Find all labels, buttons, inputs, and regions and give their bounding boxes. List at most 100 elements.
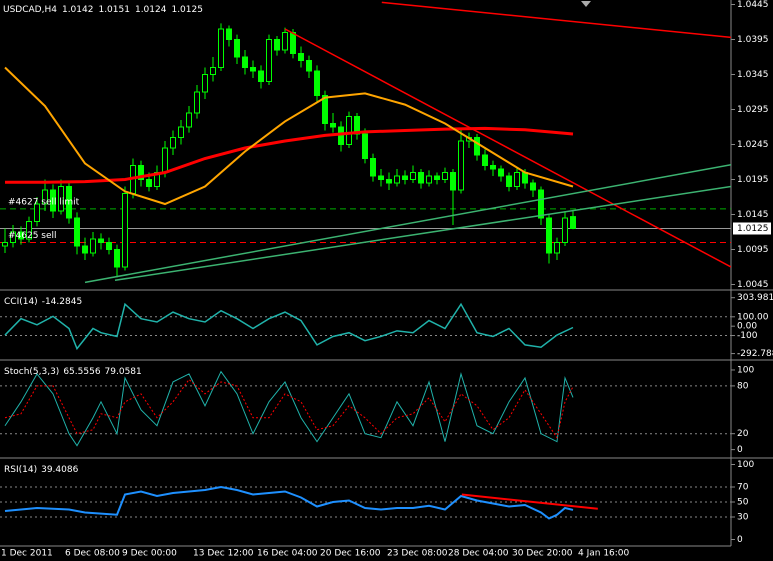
panel	[0, 485, 731, 520]
y-tick-label: 100.00	[737, 312, 769, 322]
candle-body	[218, 28, 224, 68]
y-tick-label: 30	[737, 513, 749, 523]
y-tick-label: 1.0045	[737, 280, 769, 290]
candle-body	[546, 217, 552, 254]
candle-body	[386, 179, 392, 184]
y-tick-label: 303.9816	[737, 293, 773, 303]
indicator-value: 39.4086	[41, 465, 78, 475]
candle-body	[514, 172, 520, 187]
y-tick-label: 20	[737, 429, 749, 439]
series-line	[84, 164, 731, 284]
candle-body	[82, 245, 88, 254]
indicator-value: 65.5556	[63, 367, 100, 377]
candle-body	[522, 172, 528, 184]
x-tick-label: 9 Dec 00:00	[122, 549, 177, 559]
series-line	[461, 493, 598, 510]
y-tick-label: 80	[737, 381, 749, 391]
indicator-name: RSI(14)	[4, 465, 37, 475]
bid-label: 1.0125	[737, 224, 769, 234]
y-tick-label: 1.0095	[737, 245, 769, 255]
x-tick-label: 4 Jan 16:00	[578, 549, 630, 559]
series-line	[4, 66, 574, 206]
candle-body	[226, 28, 232, 40]
series-line	[381, 1, 731, 39]
y-tick-label: -292.788	[737, 349, 773, 359]
x-tick-label: 6 Dec 08:00	[65, 549, 120, 559]
candle-body	[442, 172, 448, 180]
candle-body	[138, 165, 144, 180]
panel	[0, 370, 731, 447]
x-tick-label: 28 Dec 04:00	[448, 549, 509, 559]
candle-body	[114, 249, 120, 268]
candle-body	[122, 193, 128, 268]
panel	[0, 1, 731, 284]
y-tick-label: -100	[737, 331, 758, 341]
candle-body	[434, 175, 440, 180]
candle-body	[314, 70, 320, 96]
candle-body	[90, 238, 96, 254]
y-tick-label: 1.0195	[737, 175, 769, 185]
candle-body	[26, 221, 32, 240]
indicator-name: CCI(14)	[4, 297, 38, 307]
y-tick-label: 1.0145	[737, 210, 769, 220]
panel	[0, 302, 731, 351]
y-tick-label: 1.0445	[737, 0, 769, 10]
indicator-title: Stoch(5,3,3) 65.5556 79.0581	[4, 367, 142, 377]
candle-body	[146, 179, 152, 187]
candle-body	[498, 168, 504, 177]
candle-body	[18, 231, 24, 240]
candle-body	[346, 116, 352, 145]
x-tick-label: 1 Dec 2011	[1, 549, 53, 559]
candle-body	[74, 217, 80, 247]
bid-box	[733, 222, 771, 235]
candle-body	[506, 175, 512, 187]
series-line	[4, 485, 574, 520]
candle-body	[178, 126, 184, 138]
y-tick-label: 1.0245	[737, 140, 769, 150]
candle-body	[66, 186, 72, 219]
y-tick-label: 50	[737, 498, 749, 508]
candle-body	[306, 60, 312, 72]
candle-body	[394, 175, 400, 184]
candle-body	[10, 231, 16, 243]
candle-body	[370, 158, 376, 177]
candle-body	[570, 216, 576, 230]
candle-body	[298, 53, 304, 61]
series-line	[4, 378, 574, 439]
order-label: #4627 sell limit	[8, 197, 80, 207]
ohlc-value: 1.0142	[62, 5, 94, 15]
candle-body	[282, 32, 288, 51]
y-tick-label: 1.0395	[737, 35, 769, 45]
candle-body	[170, 137, 176, 149]
candle-body	[266, 39, 272, 82]
candle-body	[474, 137, 480, 156]
candle-body	[106, 242, 112, 250]
candle-body	[186, 112, 192, 128]
candle-body	[554, 242, 560, 254]
indicator-title: RSI(14) 39.4086	[4, 465, 79, 475]
candle-body	[290, 32, 296, 54]
series-line	[4, 302, 574, 351]
y-tick-label: 1.0345	[737, 70, 769, 80]
series-line	[114, 185, 731, 282]
candle-body	[242, 56, 248, 68]
candle-body	[530, 182, 536, 191]
candle-body	[482, 154, 488, 166]
candle-body	[2, 242, 8, 247]
ohlc-value: 1.0124	[135, 5, 167, 15]
x-tick-label: 16 Dec 04:00	[257, 549, 318, 559]
candle-body	[402, 175, 408, 180]
x-tick-label: 20 Dec 16:00	[320, 549, 381, 559]
candle-body	[378, 175, 384, 180]
series-line	[4, 370, 574, 447]
x-tick-label: 30 Dec 20:00	[512, 549, 573, 559]
candle-body	[58, 186, 64, 212]
candle-body	[562, 217, 568, 243]
y-tick-label: 100	[737, 365, 754, 375]
candle-body	[426, 175, 432, 184]
chart-header: USDCAD,H4 1.0142 1.0151 1.0124 1.0125	[3, 5, 203, 15]
candle-body	[34, 203, 40, 222]
candle-body	[194, 91, 200, 114]
